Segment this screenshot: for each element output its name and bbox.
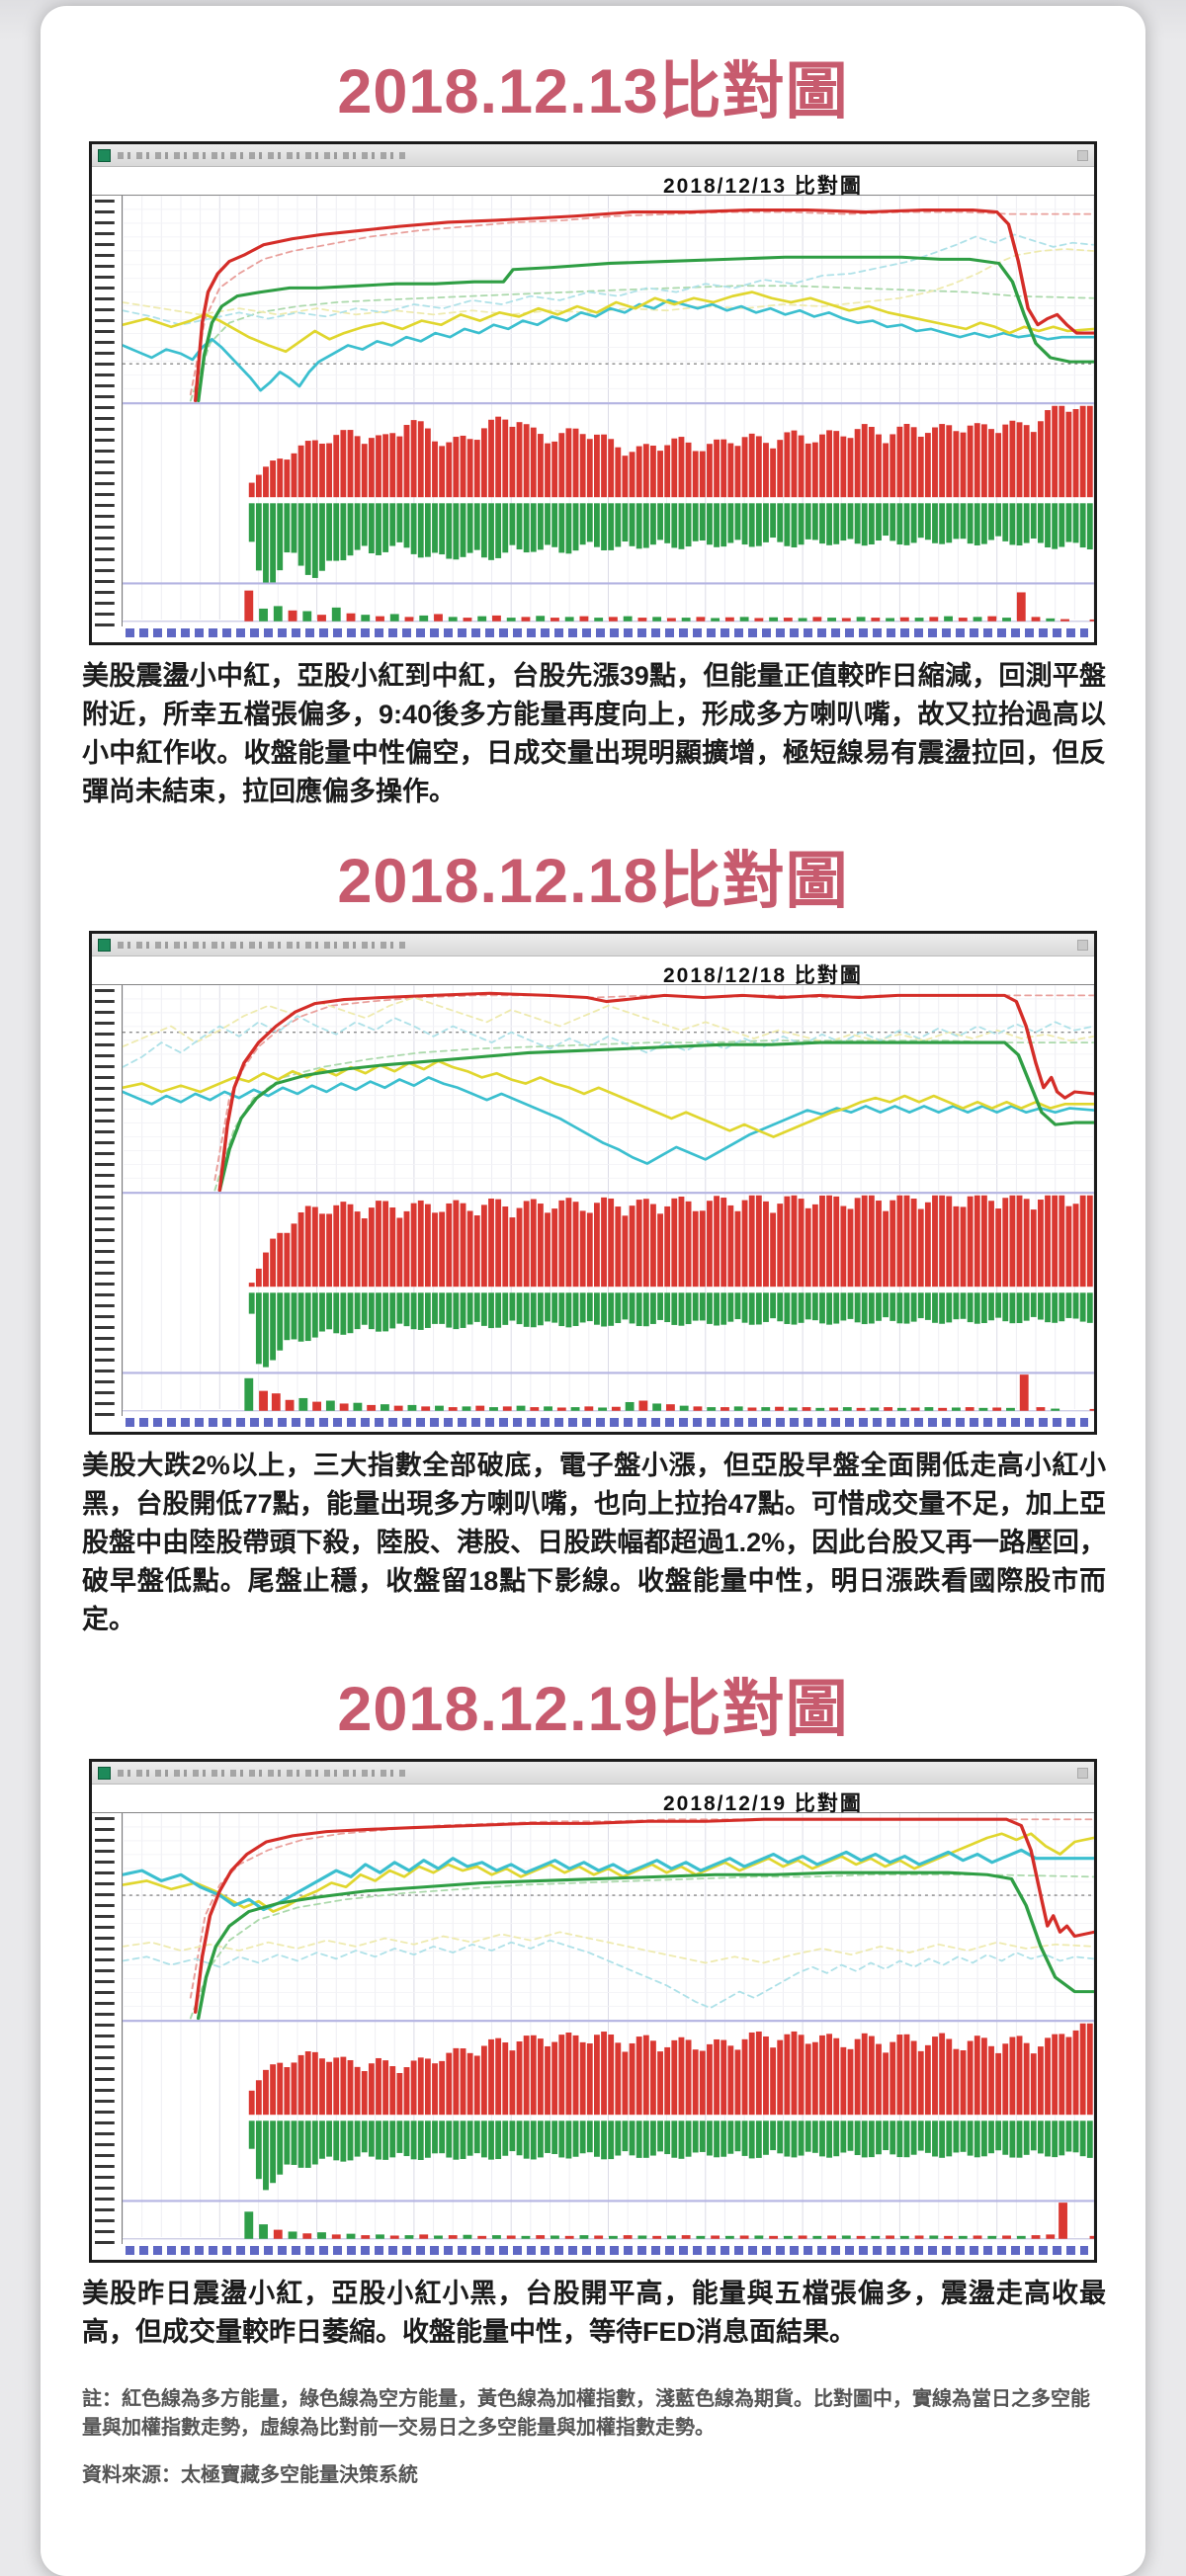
- section-2-title: 2018.12.18比對圖: [337, 847, 849, 916]
- legend-note: 註：紅色線為多方能量，綠色線為空方能量，黃色線為加權指數，淺藍色線為期貨。比對圖…: [82, 2388, 1090, 2439]
- chart-window-1: 2018/12/13 比對圖: [89, 141, 1097, 645]
- y-axis-labels-illegible: [92, 196, 123, 626]
- chart-header-label: 2018/12/19 比對圖: [662, 1792, 863, 1815]
- y-axis-labels-illegible: [92, 985, 123, 1416]
- x-axis-time-labels-illegible: [126, 2246, 1088, 2255]
- window-control-icon: [1077, 939, 1088, 951]
- chart-window-2: 2018/12/18 比對圖: [89, 931, 1097, 1435]
- intraday-comparison-chart: [123, 196, 1094, 626]
- chart-2-titlebar: [92, 934, 1094, 956]
- chart-1-titlebar: [92, 144, 1094, 167]
- chart-1-header: 2018/12/13 比對圖: [92, 167, 1094, 198]
- section-3-title: 2018.12.19比對圖: [337, 1675, 849, 1744]
- intraday-comparison-chart: [123, 1813, 1094, 2244]
- x-axis-time-labels-illegible: [126, 628, 1088, 637]
- footnotes: 註：紅色線為多方能量，綠色線為空方能量，黃色線為加權指數，淺藍色線為期貨。比對圖…: [82, 2385, 1106, 2487]
- window-control-icon: [1077, 149, 1088, 161]
- data-source-line: 資料來源：太極寶藏多空能量決策系統: [82, 2464, 418, 2486]
- commentary-3: 美股昨日震盪小紅，亞股小紅小黑，台股開平高，能量與五檔張偏多，震盪走高收最高，但…: [82, 2279, 1106, 2347]
- commentary-2: 美股大跌2%以上，三大指數全部破底，電子盤小漲，但亞股早盤全面開低走高小紅小黑，…: [82, 1451, 1106, 1634]
- chart-3-header: 2018/12/19 比對圖: [92, 1785, 1094, 1815]
- chart-2-header: 2018/12/18 比對圖: [92, 956, 1094, 987]
- chart-header-label: 2018/12/13 比對圖: [662, 175, 863, 198]
- titlebar-text-illegible: [118, 941, 409, 949]
- y-axis-labels-illegible: [92, 1813, 123, 2244]
- chart-header-label: 2018/12/18 比對圖: [662, 964, 863, 987]
- window-control-icon: [1077, 1767, 1088, 1779]
- intraday-comparison-chart: [123, 985, 1094, 1416]
- app-icon: [98, 148, 111, 162]
- article-card: 2018.12.13比對圖 2018/12/13 比對圖 美股震盪小中紅，亞股小…: [41, 6, 1145, 2576]
- titlebar-text-illegible: [118, 151, 409, 159]
- titlebar-text-illegible: [118, 1769, 409, 1777]
- commentary-1: 美股震盪小中紅，亞股小紅到中紅，台股先漲39點，但能量正值較昨日縮減，回測平盤附…: [82, 661, 1106, 806]
- section-1-title: 2018.12.13比對圖: [337, 57, 849, 126]
- app-icon: [98, 1766, 111, 1780]
- chart-3-titlebar: [92, 1762, 1094, 1785]
- chart-window-3: 2018/12/19 比對圖: [89, 1759, 1097, 2263]
- x-axis-time-labels-illegible: [126, 1418, 1088, 1427]
- app-icon: [98, 938, 111, 952]
